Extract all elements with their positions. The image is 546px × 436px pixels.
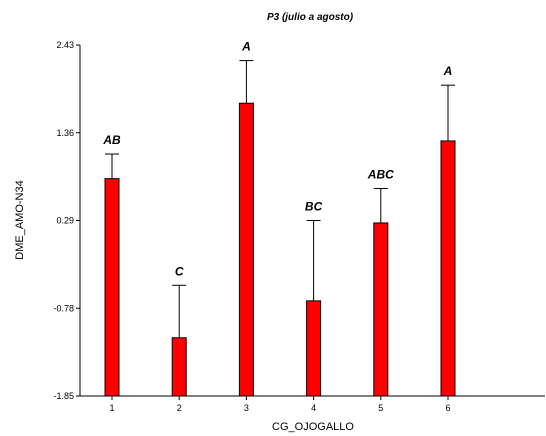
x-tick-label: 3 (244, 403, 249, 413)
group-label: ABC (367, 168, 394, 182)
y-tick-label: 0.29 (56, 216, 74, 226)
x-tick-label: 1 (109, 403, 114, 413)
x-tick-label: 2 (177, 403, 182, 413)
bar (440, 140, 456, 397)
x-tick-label: 5 (378, 403, 383, 413)
group-label: A (443, 64, 453, 78)
bar (171, 337, 187, 397)
y-ticks: 2.43 1.36 0.29 -0.78 -1.85 (53, 40, 80, 401)
error-bars (105, 60, 455, 338)
y-tick-label: -0.78 (53, 303, 74, 313)
x-tick-label: 4 (311, 403, 316, 413)
bar (104, 178, 120, 397)
group-label: A (241, 40, 251, 54)
bar (306, 300, 322, 397)
group-label: BC (305, 200, 323, 214)
y-tick-label: -1.85 (53, 391, 74, 401)
bars (104, 102, 456, 397)
chart-title: P3 (julio a agosto) (267, 12, 354, 23)
y-tick-label: 1.36 (56, 128, 74, 138)
x-ticks: 1 2 3 4 5 6 (109, 396, 451, 413)
bar (373, 222, 389, 397)
x-tick-label: 6 (445, 403, 450, 413)
bar (238, 102, 254, 397)
group-label: AB (102, 133, 121, 147)
x-axis-label: CG_OJOGALLO (272, 421, 354, 433)
y-axis-label: DME_AMO-N34 (14, 180, 26, 259)
group-label: C (175, 264, 184, 278)
y-tick-label: 2.43 (56, 40, 74, 50)
